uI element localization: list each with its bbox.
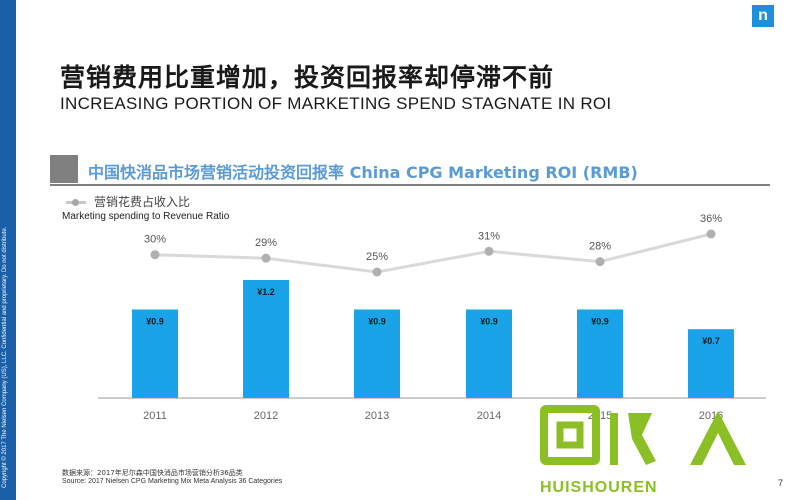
ratio-point-2014 <box>484 246 494 256</box>
ratio-point-2012 <box>261 253 271 263</box>
ratio-label-2012: 29% <box>255 237 277 249</box>
x-tick-2013: 2013 <box>365 410 389 422</box>
bar-2011 <box>132 309 178 398</box>
bar-2013 <box>354 309 400 398</box>
brand-logo: n <box>752 5 774 27</box>
chart-title: 中国快消品市场营销活动投资回报率 China CPG Marketing ROI… <box>88 163 638 182</box>
ratio-point-2016 <box>706 229 716 239</box>
ratio-point-2011 <box>150 250 160 260</box>
watermark: HUISHOUREN <box>540 405 760 496</box>
bar-label-2012: ¥1.2 <box>257 287 275 297</box>
ratio-label-2014: 31% <box>478 230 500 242</box>
bar-label-2011: ¥0.9 <box>146 317 164 327</box>
bar-label-2015: ¥0.9 <box>591 317 609 327</box>
legend-label-en: Marketing spending to Revenue Ratio <box>62 211 230 222</box>
bar-label-2014: ¥0.9 <box>480 317 498 327</box>
bar-2016 <box>688 329 734 398</box>
x-tick-2014: 2014 <box>477 410 501 422</box>
page-title-en: INCREASING PORTION OF MARKETING SPEND ST… <box>60 94 612 113</box>
x-tick-2012: 2012 <box>254 410 278 422</box>
legend-label-zh: 营销花费占收入比 <box>94 195 191 209</box>
bar-2014 <box>466 309 512 398</box>
ratio-line <box>154 232 712 274</box>
ratio-label-2015: 28% <box>589 241 611 253</box>
source-note-en: Source: 2017 Nielsen CPG Marketing Mix M… <box>62 478 283 485</box>
recycle-logo-icon <box>540 405 746 465</box>
source-note-zh: 数据来源：2017年尼尔森中国快消品市场营销分析36品类 <box>62 469 243 477</box>
ratio-label-2011: 30% <box>144 234 166 246</box>
page-number: 7 <box>778 478 784 488</box>
ratio-point-2013 <box>372 267 382 277</box>
bar-label-2013: ¥0.9 <box>368 317 386 327</box>
title-divider <box>50 184 770 186</box>
legend-marker-swatch <box>72 199 79 206</box>
x-tick-2011: 2011 <box>143 410 167 422</box>
sidebar-band: Copyright © 2017 The Nielsen Company (US… <box>0 0 16 500</box>
ratio-point-2015 <box>595 257 605 267</box>
bar-2012 <box>243 280 289 398</box>
bar-2015 <box>577 309 623 398</box>
watermark-text: HUISHOUREN <box>540 479 658 496</box>
ratio-label-2013: 25% <box>366 251 388 263</box>
section-marker <box>50 155 78 183</box>
ratio-label-2016: 36% <box>700 213 722 225</box>
bar-label-2016: ¥0.7 <box>702 336 720 346</box>
page-title-zh: 营销费用比重增加，投资回报率却停滞不前 <box>60 63 555 92</box>
